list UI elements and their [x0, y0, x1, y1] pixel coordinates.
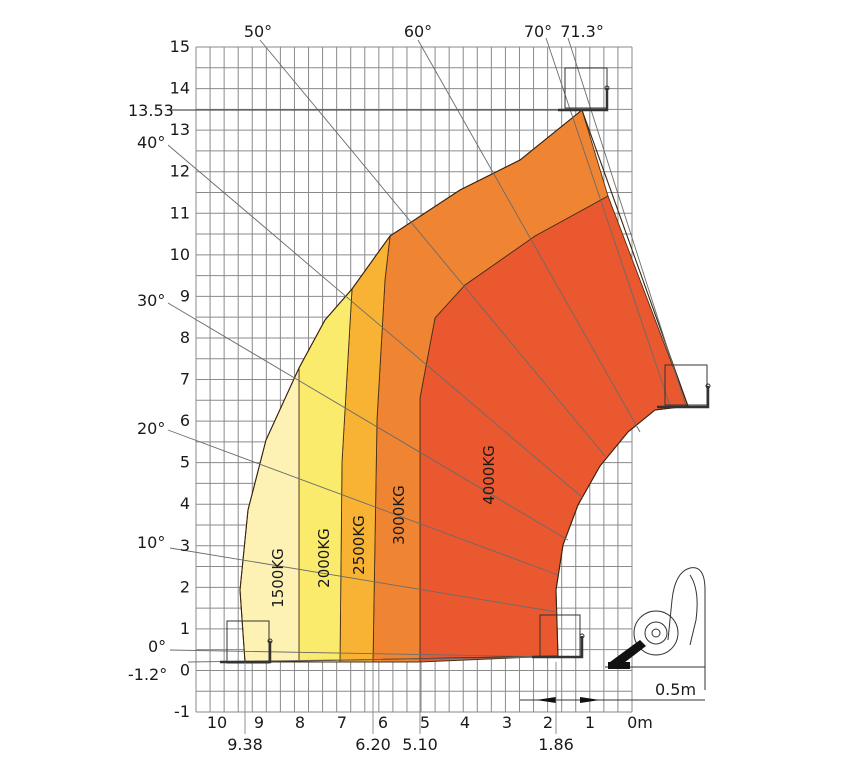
load-zones [239, 109, 689, 663]
ray-20 [167, 429, 559, 576]
x-sub-labels: 9.38 6.20 5.10 1.86 [227, 662, 574, 754]
x-sub-label: 9.38 [227, 735, 263, 754]
x-tick-label: 3 [502, 713, 512, 732]
machine-wheel-outer [633, 610, 679, 656]
angle-label: 50° [244, 22, 272, 41]
fork-positions [220, 67, 711, 664]
max-height-label: 13.53 [128, 101, 174, 120]
y-tick-label: 8 [180, 328, 190, 347]
x-tick-label: 6 [378, 713, 388, 732]
zone-labels: 1500KG 2000KG 2500KG 3000KG 4000KG [269, 445, 498, 608]
zone-label: 4000KG [480, 445, 498, 505]
machine-outline [605, 567, 706, 690]
scale-arrow-right [580, 697, 600, 703]
x-tick-label: 10 [207, 713, 227, 732]
x-tick-label: 2 [543, 713, 553, 732]
angle-label: 40° [137, 133, 165, 152]
fork-box-top [564, 67, 608, 109]
fork-box-right [664, 364, 708, 406]
y-tick-label: 14 [170, 79, 190, 98]
y-tick-label: 3 [180, 536, 190, 555]
angle-label: 60° [404, 22, 432, 41]
zone-label: 1500KG [269, 548, 287, 608]
angle-label: -1.2° [128, 665, 167, 684]
angle-label: 30° [137, 291, 165, 310]
fork-right [657, 386, 710, 409]
ray-30 [167, 302, 569, 541]
y-tick-label: 2 [180, 577, 190, 596]
machine-wheel-inner [651, 628, 661, 638]
ray-71-3 [567, 37, 687, 407]
fork-top-pin [604, 85, 610, 91]
machine-pad [608, 662, 630, 669]
y-tick-label: 0 [180, 660, 190, 679]
scale-label: 0.5m [655, 680, 696, 699]
fork-bottom [532, 636, 584, 659]
fork-left [220, 641, 272, 664]
angle-label: 0° [148, 637, 166, 656]
x-tick-label: 1 [585, 713, 595, 732]
angle-label: 10° [137, 533, 165, 552]
fork-top [558, 88, 609, 112]
y-tick-label: 13 [170, 120, 190, 139]
y-tick-label: 10 [170, 245, 190, 264]
x-sub-label: 5.10 [402, 735, 438, 754]
zone-label: 3000KG [390, 485, 408, 545]
ray-50 [259, 39, 606, 457]
angle-label: 71.3° [560, 22, 604, 41]
y-tick-label: 11 [170, 203, 190, 222]
y-tick-label: 9 [180, 286, 190, 305]
y-tick-label: 15 [170, 37, 190, 56]
angle-labels: 0° -1.2° 10° 20° 30° 40° 50° 60° 70° 71.3° [128, 22, 604, 684]
ray-0 [169, 649, 561, 658]
angle-label: 20° [137, 419, 165, 438]
y-tick-label: 12 [170, 162, 190, 181]
machine-wheel-mid [644, 621, 668, 645]
fork-left-pin [267, 638, 273, 644]
x-sub-label: 1.86 [538, 735, 574, 754]
x-tick-label: 4 [460, 713, 470, 732]
angle-rays [167, 37, 687, 663]
y-tick-label: 1 [180, 619, 190, 638]
x-sub-label: 6.20 [355, 735, 391, 754]
ray-10 [169, 547, 558, 613]
y-tick-label: 6 [180, 411, 190, 430]
y-tick-label: 7 [180, 370, 190, 389]
boom-base [610, 640, 646, 666]
zone-label: 2500KG [350, 515, 368, 575]
machine-body [605, 567, 706, 690]
ray-60 [417, 39, 641, 433]
x-tick-label: 5 [420, 713, 430, 732]
zone-label: 2000KG [315, 528, 333, 588]
angle-label: 70° [524, 22, 552, 41]
y-tick-label: 4 [180, 494, 190, 513]
fork-right-pin [705, 383, 711, 389]
x-tick-label: 0m [627, 713, 653, 732]
fork-bottom-pin [579, 633, 585, 639]
scale-indicator: 0.5m [520, 680, 705, 703]
y-tick-label: -1 [174, 702, 190, 721]
x-axis: 10 9 8 7 6 5 4 3 2 1 0m [207, 713, 653, 732]
y-tick-label: 5 [180, 453, 190, 472]
ray-40 [167, 144, 584, 499]
x-tick-label: 9 [254, 713, 264, 732]
x-tick-label: 8 [295, 713, 305, 732]
ray-70 [545, 37, 671, 407]
x-tick-label: 7 [337, 713, 347, 732]
scale-arrow-left [536, 697, 556, 703]
zone-1500kg [239, 367, 300, 663]
